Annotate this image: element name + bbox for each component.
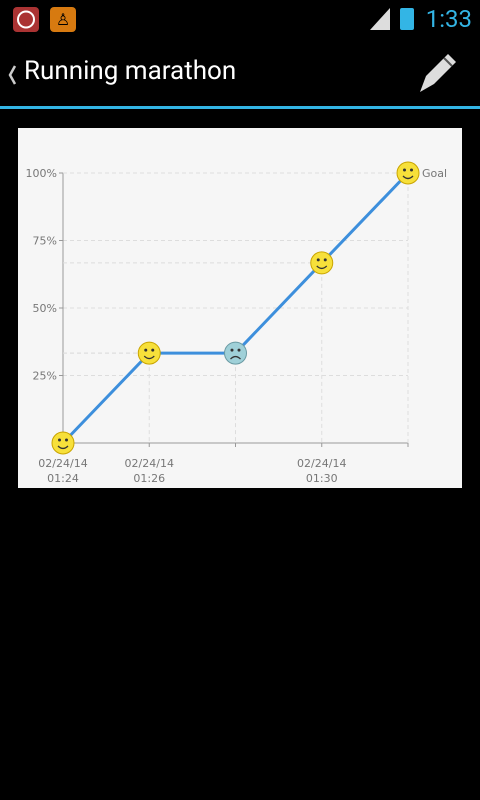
happy-marker <box>51 431 75 455</box>
x-tick-label: 02/24/14 01:30 <box>297 457 346 485</box>
back-icon[interactable] <box>8 65 17 85</box>
marker-eye <box>65 438 68 442</box>
signal-icon <box>370 8 390 30</box>
marker-eye <box>403 168 406 172</box>
marker-eye <box>237 348 241 352</box>
notification-icon <box>50 7 76 32</box>
battery-icon <box>400 8 414 30</box>
happy-marker <box>396 161 420 185</box>
marker-mouth <box>143 355 155 360</box>
marker-eye <box>323 258 327 262</box>
marker-eye <box>58 438 61 442</box>
edit-icon[interactable] <box>420 54 456 92</box>
y-tick-label: 75% <box>33 235 57 248</box>
marker-mouth <box>402 175 414 180</box>
y-tick-label: 25% <box>33 370 57 383</box>
action-bar: Running marathon <box>0 38 480 106</box>
status-icons: ♙ <box>13 7 414 32</box>
clock: 1:33 <box>425 5 472 33</box>
marker-eye <box>230 348 234 352</box>
x-tick-label: 02/24/14 01:26 <box>125 457 174 485</box>
action-icons <box>8 54 456 92</box>
notification-icon-glyph: ♙ <box>56 10 70 29</box>
chart: 25% 50% 75% 100% 02/24/14 01:24 02/24/14 01:26 0… <box>18 128 462 488</box>
marker-mouth <box>316 265 328 270</box>
marker-face <box>137 341 161 365</box>
marker-eye <box>316 258 320 262</box>
x-tick-label: 02/24/14 01:24 <box>38 457 87 485</box>
screen-title: Running marathon <box>24 56 237 86</box>
marker-eye <box>151 348 155 352</box>
marker-mouth <box>57 445 69 450</box>
notification-icon-glyph <box>17 10 35 29</box>
y-tick-label: 100% <box>26 167 57 180</box>
happy-marker <box>310 251 334 275</box>
marker-face <box>396 161 420 185</box>
sad-marker <box>224 341 247 365</box>
status-bar: ♙ 1:33 <box>0 0 480 38</box>
happy-marker <box>137 341 161 365</box>
marker-eye <box>144 348 148 352</box>
marker-face <box>224 341 247 365</box>
marker-eye <box>410 168 413 172</box>
divider <box>0 106 480 109</box>
marker-mouth <box>230 355 241 360</box>
marker-face <box>51 431 75 455</box>
marker-face <box>310 251 334 275</box>
notification-icon <box>13 7 39 32</box>
y-tick-label: 50% <box>33 302 57 315</box>
goal-annotation: Goal <box>422 167 447 180</box>
